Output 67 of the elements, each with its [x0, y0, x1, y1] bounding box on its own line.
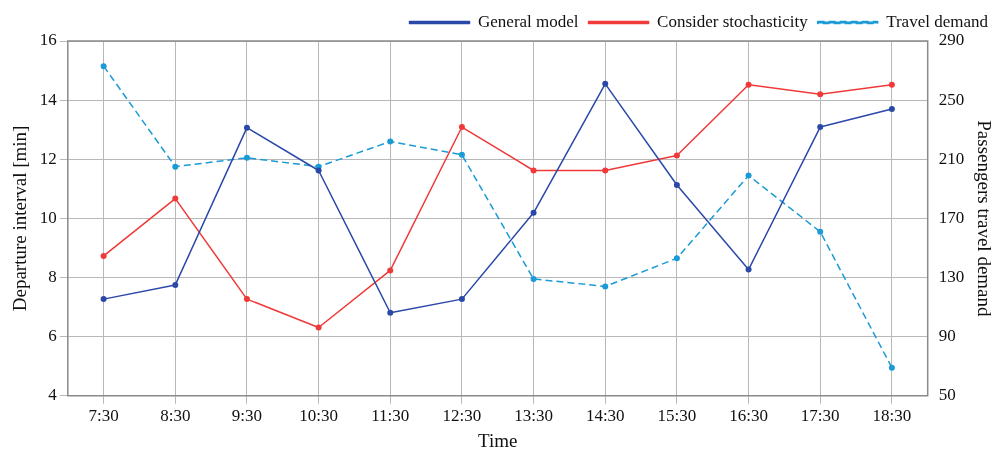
y2-tick-label: 250 [938, 89, 965, 109]
y-tick-label: 4 [48, 385, 58, 405]
x-tick-label: 15:30 [657, 406, 697, 426]
point [673, 181, 680, 188]
point [387, 267, 394, 274]
point [745, 266, 752, 273]
x-axis-title: Time [478, 429, 518, 451]
x-tick-label: 13:30 [514, 406, 553, 426]
y2-tick-label: 210 [938, 148, 965, 168]
point [602, 80, 609, 87]
point [817, 124, 824, 131]
point [817, 91, 824, 98]
y2-tick-label: 170 [938, 207, 965, 227]
x-tick-label: 17:30 [800, 406, 840, 426]
point [243, 296, 250, 303]
x-tick-label: 12:30 [442, 406, 482, 426]
point [745, 81, 752, 88]
y-tick-label: 6 [48, 326, 57, 346]
x-tick-label: 9:30 [231, 406, 263, 426]
point [100, 63, 107, 70]
x-tick-label: 7:30 [88, 406, 119, 426]
y-tick-label: 10 [39, 207, 57, 227]
point [530, 276, 537, 283]
point [315, 167, 322, 174]
point [458, 151, 465, 158]
y-axis-title: Departure interval [min] [9, 125, 31, 312]
point [100, 252, 107, 259]
legend-label: Travel demand [886, 11, 989, 31]
x-tick-label: 8:30 [160, 406, 191, 426]
x-tick-label: 11:30 [371, 406, 410, 426]
point [745, 172, 752, 179]
x-tick-label: 10:30 [299, 406, 338, 426]
point [100, 296, 107, 303]
x-tick-label: 16:30 [729, 406, 768, 426]
y2-axis-title: Passengers travel demand [973, 120, 995, 318]
point [530, 209, 537, 216]
point [172, 163, 179, 170]
point [458, 296, 465, 303]
point [458, 124, 465, 131]
y2-tick-label: 130 [938, 267, 965, 286]
point [172, 281, 179, 288]
x-tick-label: 14:30 [585, 406, 625, 426]
point [243, 124, 250, 131]
point [387, 138, 394, 145]
y-tick-label: 8 [48, 267, 57, 286]
point [673, 255, 680, 262]
y2-tick-label: 50 [938, 385, 956, 405]
point [530, 167, 537, 174]
point [817, 228, 824, 235]
x-tick-label: 18:30 [872, 406, 912, 426]
point [602, 167, 609, 174]
y-tick-label: 16 [39, 30, 57, 50]
y-tick-label: 12 [39, 148, 57, 168]
point [673, 152, 680, 159]
point [888, 81, 895, 88]
point [888, 106, 895, 112]
point [602, 283, 609, 290]
y2-tick-label: 90 [938, 326, 956, 346]
y-tick-label: 14 [39, 89, 58, 109]
point [315, 324, 322, 331]
point [387, 309, 394, 316]
point [172, 195, 179, 202]
legend-label: Consider stochasticity [657, 11, 809, 31]
legend-label: General model [478, 11, 579, 31]
point [888, 364, 895, 371]
y2-tick-label: 290 [938, 30, 965, 50]
point [243, 154, 250, 161]
